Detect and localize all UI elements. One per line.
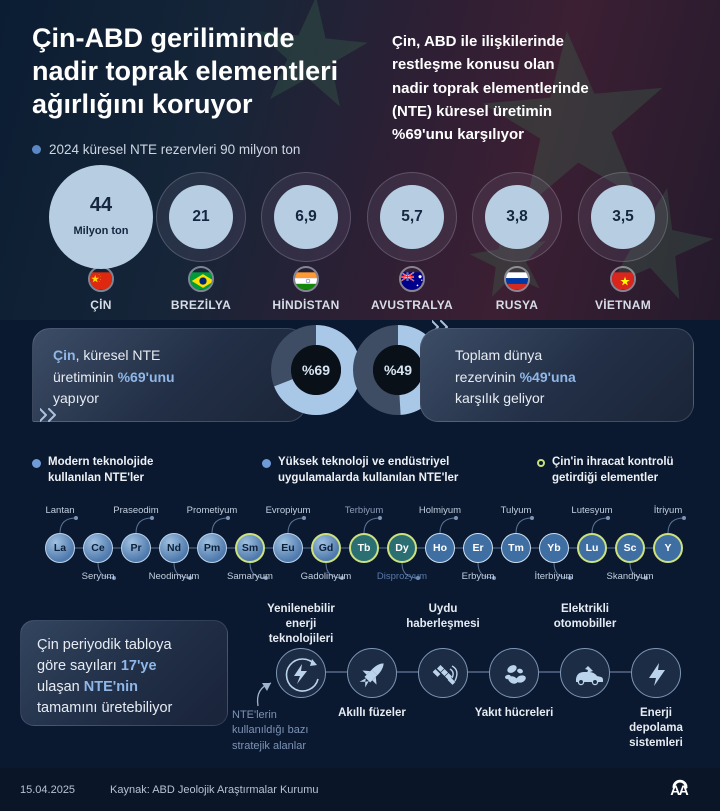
svg-text:A: A bbox=[679, 782, 689, 798]
